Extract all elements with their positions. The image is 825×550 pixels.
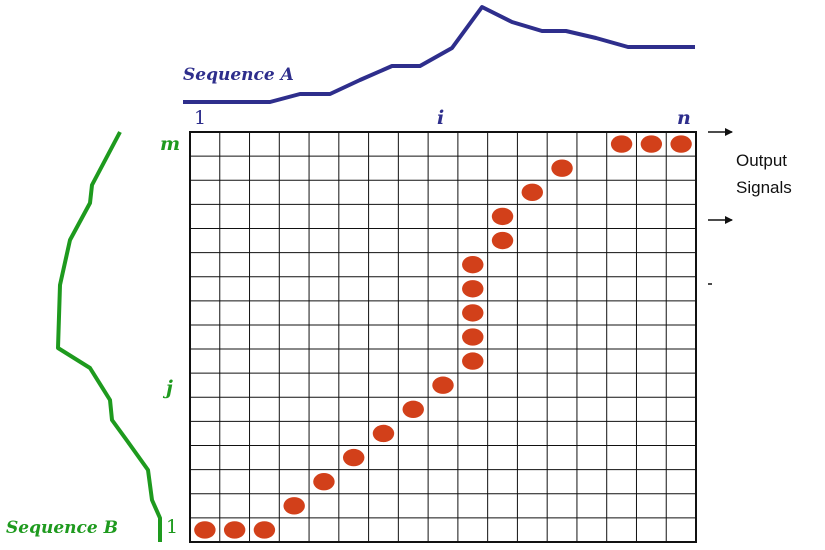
column-i-label: i	[437, 107, 444, 129]
path-dot	[551, 159, 573, 177]
path-dot	[194, 521, 216, 539]
path-dot	[313, 473, 335, 491]
column-start-label: 1	[194, 107, 206, 129]
path-dot	[610, 135, 633, 153]
path-dot	[491, 207, 514, 226]
output-label-line1: Output	[736, 151, 787, 170]
path-dot	[462, 255, 484, 274]
path-dot	[253, 521, 276, 539]
path-dot	[372, 424, 395, 443]
sequence-a-curve	[183, 5, 695, 104]
path-dot	[462, 280, 484, 298]
path-dot	[223, 521, 246, 539]
path-dot	[342, 448, 365, 467]
grid-border	[189, 131, 697, 543]
sequence-b-label: Sequence B	[6, 518, 118, 538]
path-dot	[432, 376, 454, 394]
path-dot	[640, 135, 663, 153]
path-dot	[462, 304, 484, 322]
path-dot	[491, 231, 514, 250]
column-n-label: n	[677, 107, 691, 129]
alignment-grid	[189, 131, 697, 543]
path-dot	[670, 135, 692, 153]
row-m-label: m	[160, 133, 180, 155]
path-dot	[521, 183, 544, 201]
output-label-line2: Signals	[736, 178, 792, 197]
sequence-b-curve	[56, 131, 162, 542]
row-start-label: 1	[166, 516, 178, 538]
warping-path	[194, 135, 692, 539]
path-dot	[462, 352, 484, 370]
sequence-a-label: Sequence A	[183, 65, 294, 85]
path-dot	[283, 497, 305, 515]
row-j-label: j	[162, 377, 173, 399]
path-dot	[462, 328, 484, 346]
path-dot	[402, 400, 424, 419]
